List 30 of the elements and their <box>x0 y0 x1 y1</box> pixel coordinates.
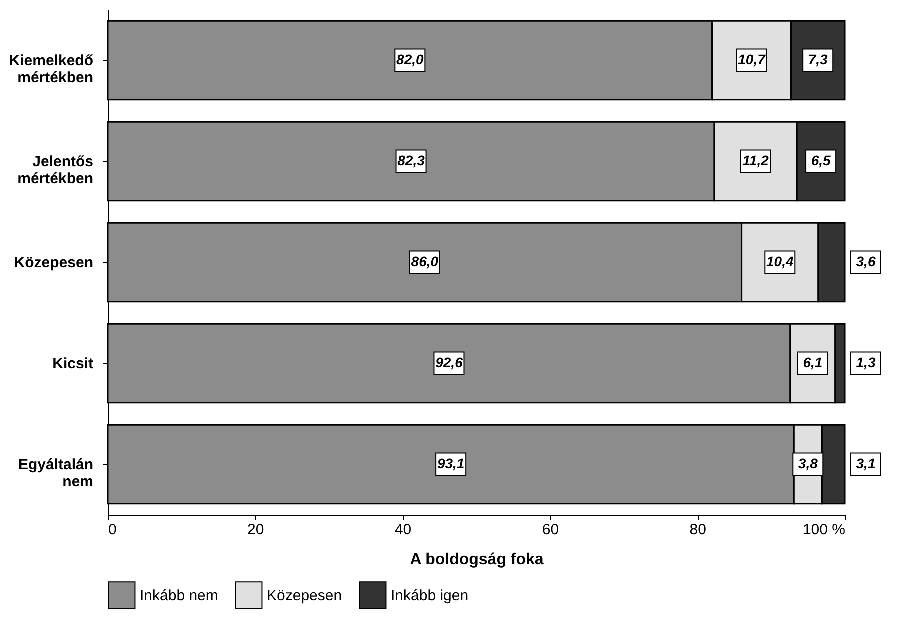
data-label: 82,3 <box>398 152 426 168</box>
x-tick-label: 100 % <box>802 522 846 538</box>
x-tick-label: 40 <box>394 522 412 538</box>
legend-label: Inkább nem <box>140 587 218 604</box>
data-label: 10,4 <box>766 254 794 270</box>
y-tick-label: Egyáltalán nem <box>18 456 94 490</box>
y-tick-label: Jelentős mértékben <box>18 154 94 188</box>
x-tick-label: 80 <box>690 522 706 538</box>
data-label: 82,0 <box>396 52 424 68</box>
data-label: 1,3 <box>856 354 876 370</box>
data-label: 3,8 <box>798 456 818 472</box>
data-label: 7,3 <box>808 52 828 68</box>
legend-label: Inkább igen <box>391 587 469 604</box>
x-tick-label: 60 <box>542 522 560 538</box>
x-axis-title: A boldogság foka <box>410 552 544 568</box>
data-label: 92,6 <box>436 354 464 370</box>
y-tick-label: Kiemelkedő mértékben <box>9 52 94 86</box>
data-label: 6,5 <box>811 152 831 168</box>
data-label: 6,1 <box>803 354 823 370</box>
y-tick-label: Közepesen <box>14 254 94 272</box>
data-label: 3,6 <box>856 254 876 270</box>
data-label: 93,1 <box>437 456 465 472</box>
data-label: 3,1 <box>856 456 876 472</box>
legend-label: Közepesen <box>267 587 342 604</box>
data-label: 10,7 <box>738 52 767 68</box>
data-label: 86,0 <box>411 254 439 270</box>
y-tick-label: Kicsit <box>52 356 94 372</box>
x-tick-label: 20 <box>248 522 264 538</box>
data-label: 11,2 <box>742 152 770 168</box>
x-tick-label: 0 <box>108 522 117 538</box>
